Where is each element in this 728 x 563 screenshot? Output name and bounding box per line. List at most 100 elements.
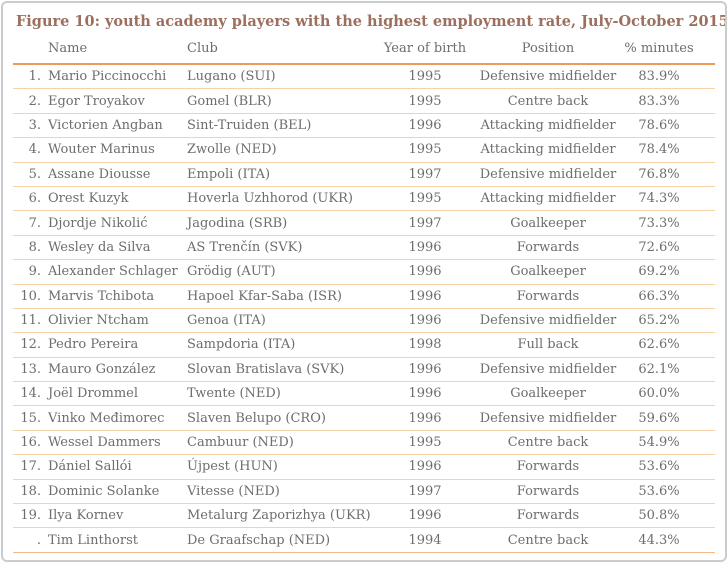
cell-year: 1996 <box>375 503 475 529</box>
cell-minutes: 65.2% <box>621 308 715 334</box>
cell-minutes: 72.6% <box>621 235 715 261</box>
cell-position: Forwards <box>475 284 621 309</box>
cell-club: Újpest (HUN) <box>187 454 375 480</box>
cell-year: 1995 <box>375 186 475 212</box>
col-header-name: Name <box>41 41 187 65</box>
cell-rank: 3. <box>13 113 41 139</box>
cell-position: Defensive midfielder <box>475 162 621 187</box>
cell-year: 1996 <box>375 284 475 309</box>
table-row: 2. Egor Troyakov Gomel (BLR) 1995 Centre bac… <box>13 88 715 114</box>
cell-club: Twente (NED) <box>187 381 375 407</box>
cell-year: 1996 <box>375 405 475 431</box>
col-header-club: Club <box>187 41 375 65</box>
cell-name: Joël Drommel <box>41 381 187 407</box>
cell-club: Gomel (BLR) <box>187 88 375 114</box>
cell-club: Cambuur (NED) <box>187 430 375 456</box>
cell-position: Attacking midfielder <box>475 186 621 212</box>
cell-rank: 1. <box>13 64 41 90</box>
cell-position: Centre back <box>475 88 621 114</box>
cell-year: 1998 <box>375 332 475 358</box>
figure-title: Figure 10: youth academy players with th… <box>16 13 727 30</box>
cell-year: 1995 <box>375 430 475 456</box>
table-row: 7. Djordje Nikolić Jagodina (SRB) 1997 Goalk… <box>13 210 715 236</box>
cell-year: 1996 <box>375 308 475 334</box>
cell-name: Wesley da Silva <box>41 235 187 261</box>
cell-rank: 15. <box>13 405 41 431</box>
cell-year: 1997 <box>375 162 475 187</box>
cell-name: Djordje Nikolić <box>41 210 187 236</box>
cell-rank: 7. <box>13 210 41 236</box>
cell-minutes: 76.8% <box>621 162 715 187</box>
cell-year: 1996 <box>375 113 475 139</box>
cell-club: Jagodina (SRB) <box>187 210 375 236</box>
cell-position: Goalkeeper <box>475 381 621 407</box>
cell-rank: . <box>13 527 41 553</box>
cell-position: Attacking midfielder <box>475 137 621 163</box>
table-row: 8. Wesley da Silva AS Trenčín (SVK) 1996 For… <box>13 235 715 261</box>
cell-year: 1996 <box>375 235 475 261</box>
cell-club: Sint-Truiden (BEL) <box>187 113 375 139</box>
table-row: 4. Wouter Marinus Zwolle (NED) 1995 Attackin… <box>13 137 715 163</box>
cell-year: 1996 <box>375 454 475 480</box>
table-row: 9. Alexander Schlager Grödig (AUT) 1996 Goal… <box>13 259 715 285</box>
cell-rank: 19. <box>13 503 41 529</box>
table-row: 19. Ilya Kornev Metalurg Zaporizhya (UKR) 1… <box>13 503 715 529</box>
cell-year: 1997 <box>375 479 475 505</box>
cell-minutes: 78.6% <box>621 113 715 139</box>
table-row: 1. Mario Piccinocchi Lugano (SUI) 1995 Defen… <box>13 64 715 90</box>
cell-position: Centre back <box>475 527 621 553</box>
cell-year: 1997 <box>375 210 475 236</box>
table-row: 5. Assane Diousse Empoli (ITA) 1997 Defensiv… <box>13 162 715 187</box>
cell-position: Attacking midfielder <box>475 113 621 139</box>
table-row: 16. Wessel Dammers Cambuur (NED) 1995 Centre… <box>13 430 715 456</box>
table-row: 13. Mauro González Slovan Bratislava (SVK)… <box>13 357 715 383</box>
cell-position: Forwards <box>475 503 621 529</box>
cell-club: Hoverla Uzhhorod (UKR) <box>187 186 375 212</box>
players-table: Name Club Year of birth Position % minut… <box>13 41 715 553</box>
cell-name: Orest Kuzyk <box>41 186 187 212</box>
cell-year: 1996 <box>375 259 475 285</box>
table-row: . Tim Linthorst De Graafschap (NED) 1994 Cen… <box>13 527 715 553</box>
cell-rank: 14. <box>13 381 41 407</box>
cell-name: Egor Troyakov <box>41 88 187 114</box>
cell-minutes: 54.9% <box>621 430 715 456</box>
cell-minutes: 78.4% <box>621 137 715 163</box>
cell-year: 1995 <box>375 64 475 90</box>
cell-position: Forwards <box>475 479 621 505</box>
cell-minutes: 53.6% <box>621 454 715 480</box>
table-row: 17. Dániel Sallói Újpest (HUN) 1996 Forwards… <box>13 454 715 480</box>
cell-name: Dániel Sallói <box>41 454 187 480</box>
cell-club: Hapoel Kfar-Saba (ISR) <box>187 284 375 309</box>
cell-position: Full back <box>475 332 621 358</box>
cell-year: 1995 <box>375 88 475 114</box>
table-row: 12. Pedro Pereira Sampdoria (ITA) 1998 Full … <box>13 332 715 358</box>
cell-name: Olivier Ntcham <box>41 308 187 334</box>
cell-rank: 10. <box>13 284 41 309</box>
cell-position: Defensive midfielder <box>475 405 621 431</box>
cell-year: 1994 <box>375 527 475 553</box>
table-row: 14. Joël Drommel Twente (NED) 1996 Goalkeepe… <box>13 381 715 407</box>
cell-club: Zwolle (NED) <box>187 137 375 163</box>
cell-name: Vinko Međimorec <box>41 405 187 431</box>
cell-club: Metalurg Zaporizhya (UKR) <box>187 503 375 529</box>
cell-minutes: 62.1% <box>621 357 715 383</box>
cell-minutes: 60.0% <box>621 381 715 407</box>
cell-club: AS Trenčín (SVK) <box>187 235 375 261</box>
cell-club: Sampdoria (ITA) <box>187 332 375 358</box>
cell-position: Defensive midfielder <box>475 64 621 90</box>
cell-position: Defensive midfielder <box>475 357 621 383</box>
cell-name: Tim Linthorst <box>41 527 187 553</box>
cell-minutes: 53.6% <box>621 479 715 505</box>
cell-name: Wessel Dammers <box>41 430 187 456</box>
cell-rank: 5. <box>13 162 41 187</box>
cell-rank: 8. <box>13 235 41 261</box>
cell-minutes: 69.2% <box>621 259 715 285</box>
cell-rank: 17. <box>13 454 41 480</box>
cell-name: Dominic Solanke <box>41 479 187 505</box>
cell-minutes: 73.3% <box>621 210 715 236</box>
cell-minutes: 66.3% <box>621 284 715 309</box>
cell-minutes: 83.3% <box>621 88 715 114</box>
col-header-position: Position <box>475 41 621 65</box>
cell-minutes: 50.8% <box>621 503 715 529</box>
cell-name: Mario Piccinocchi <box>41 64 187 90</box>
